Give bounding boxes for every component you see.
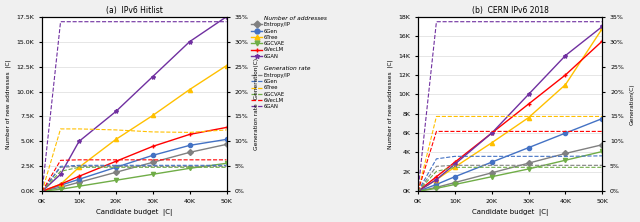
Y-axis label: Generation rate  Generation(C): Generation rate Generation(C): [253, 58, 259, 150]
Y-axis label: Number of new addresses  |C|: Number of new addresses |C|: [6, 59, 11, 149]
Title: (a)  IPv6 Hitlist: (a) IPv6 Hitlist: [106, 6, 163, 15]
X-axis label: Candidate budget  |C|: Candidate budget |C|: [472, 209, 548, 216]
Legend: Number of addresses, Entropy/IP, 6Gen, 6Tree, 6GCVAE, 6VecLM, 6GAN, , Generation: Number of addresses, Entropy/IP, 6Gen, 6…: [252, 16, 327, 109]
Title: (b)  CERN IPv6 2018: (b) CERN IPv6 2018: [472, 6, 548, 15]
Y-axis label: Generation(C): Generation(C): [630, 83, 634, 125]
X-axis label: Candidate budget  |C|: Candidate budget |C|: [96, 209, 173, 216]
Y-axis label: Number of new addresses  |C|: Number of new addresses |C|: [387, 59, 393, 149]
